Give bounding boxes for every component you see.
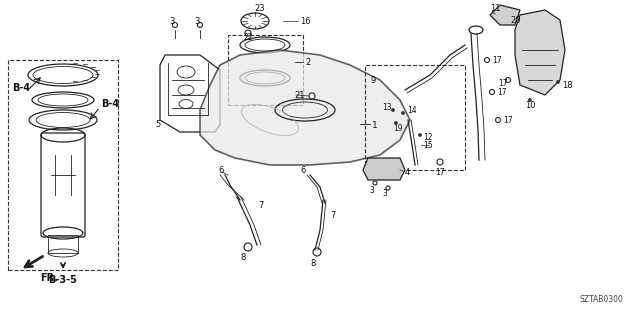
Circle shape [373,181,377,185]
Text: 23: 23 [255,4,266,12]
Text: 18: 18 [562,81,573,90]
Text: 8: 8 [240,252,245,261]
Circle shape [529,99,531,101]
Text: 3: 3 [194,17,200,26]
Text: 17: 17 [435,167,445,177]
Circle shape [437,159,443,165]
Circle shape [401,111,404,115]
Circle shape [173,22,177,28]
Text: 11: 11 [490,4,500,12]
Polygon shape [200,50,410,165]
Circle shape [313,248,321,256]
Circle shape [484,58,490,62]
Text: 17: 17 [498,78,508,87]
Text: FR.: FR. [40,273,58,283]
Circle shape [244,243,252,251]
Circle shape [502,17,509,23]
Text: 17: 17 [492,55,502,65]
Circle shape [495,117,500,123]
Text: 3: 3 [169,17,174,26]
Text: 9: 9 [370,76,375,84]
Text: 7: 7 [330,211,335,220]
Text: 13: 13 [382,102,392,111]
Text: B-4: B-4 [101,99,119,109]
Bar [228,35,303,105]
Circle shape [557,81,559,84]
Text: B-3-5: B-3-5 [49,275,77,285]
Polygon shape [363,158,405,180]
Circle shape [490,90,495,94]
Circle shape [392,108,394,111]
Polygon shape [515,10,565,95]
Text: 12: 12 [423,132,433,141]
Text: 14: 14 [407,106,417,115]
Circle shape [394,122,397,124]
Text: 7: 7 [258,201,264,210]
Text: 17: 17 [497,87,507,97]
Text: 16: 16 [300,17,310,26]
Circle shape [198,22,202,28]
Text: 6: 6 [300,165,305,174]
Circle shape [245,30,251,36]
Bar [48,235,78,253]
Text: SZTAB0300: SZTAB0300 [580,295,624,305]
Bar [365,65,465,170]
Circle shape [309,93,315,99]
Text: 20: 20 [510,15,520,25]
Text: 3: 3 [382,189,387,198]
Text: 8: 8 [310,259,316,268]
Circle shape [506,77,511,83]
Text: 1: 1 [372,121,378,130]
Text: 3: 3 [369,186,374,195]
Text: 2: 2 [305,58,310,67]
Text: 17: 17 [503,116,513,124]
Circle shape [493,11,495,13]
Text: 21: 21 [294,91,305,100]
Text: 5: 5 [155,119,160,129]
Text: B-4: B-4 [12,83,30,93]
Bar [8,60,118,270]
Text: 22: 22 [243,33,253,42]
Text: 4: 4 [405,167,410,177]
Text: 6: 6 [218,165,223,174]
Circle shape [419,133,422,137]
Polygon shape [490,5,520,25]
Circle shape [386,186,390,190]
Text: 10: 10 [525,100,536,109]
Text: 19: 19 [393,124,403,132]
Text: 15: 15 [423,140,433,149]
